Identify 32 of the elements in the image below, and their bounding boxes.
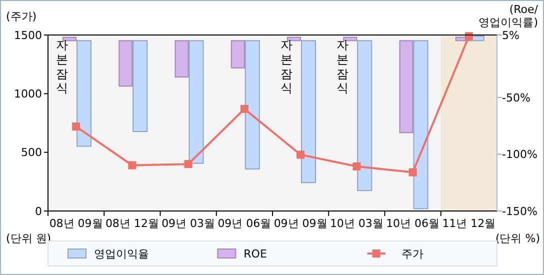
y-tick-label: 500	[21, 146, 42, 160]
y2-tick-label: -100%	[502, 148, 538, 162]
x-tick-label: 08년 09월	[49, 217, 103, 230]
point	[296, 150, 305, 159]
point	[72, 122, 80, 131]
annotation: 자본잠식	[336, 38, 349, 96]
y2-tick-label: 5%	[502, 28, 520, 42]
y-tick-label: 0	[35, 204, 42, 218]
x-tick-label: 09년 03월	[162, 217, 216, 230]
x-tick-label: 09년 09월	[274, 217, 328, 230]
x-tick-label: 10년 03월	[330, 217, 384, 230]
x-tick-label: 09년 06월	[218, 217, 272, 230]
y-axis-title: (주가)	[6, 10, 37, 23]
point	[240, 104, 248, 113]
annotation: 자본잠식	[56, 38, 68, 96]
y2-tick-label: -150%	[502, 204, 538, 218]
legend-label: ROE	[244, 247, 267, 260]
x-tick-label: 11년 12월	[442, 217, 496, 230]
point	[408, 168, 417, 176]
point	[128, 161, 136, 170]
annotation: 자본잠식	[280, 38, 292, 96]
point	[184, 160, 192, 168]
legend-label: 영업이익율	[94, 247, 149, 260]
legend-label: 주가	[401, 247, 424, 260]
y2-tick-label: -50%	[502, 91, 530, 104]
y2-axis-title: (Roe/ 영업이익률)	[478, 3, 538, 29]
point	[352, 162, 361, 170]
x-tick-label: 10년 06월	[386, 217, 440, 230]
y-tick-label: 1000	[14, 88, 42, 101]
x-tick-label: 08년 12월	[105, 217, 159, 230]
text: (단위 %)	[495, 232, 540, 245]
y-tick-label: 1500	[14, 28, 42, 42]
